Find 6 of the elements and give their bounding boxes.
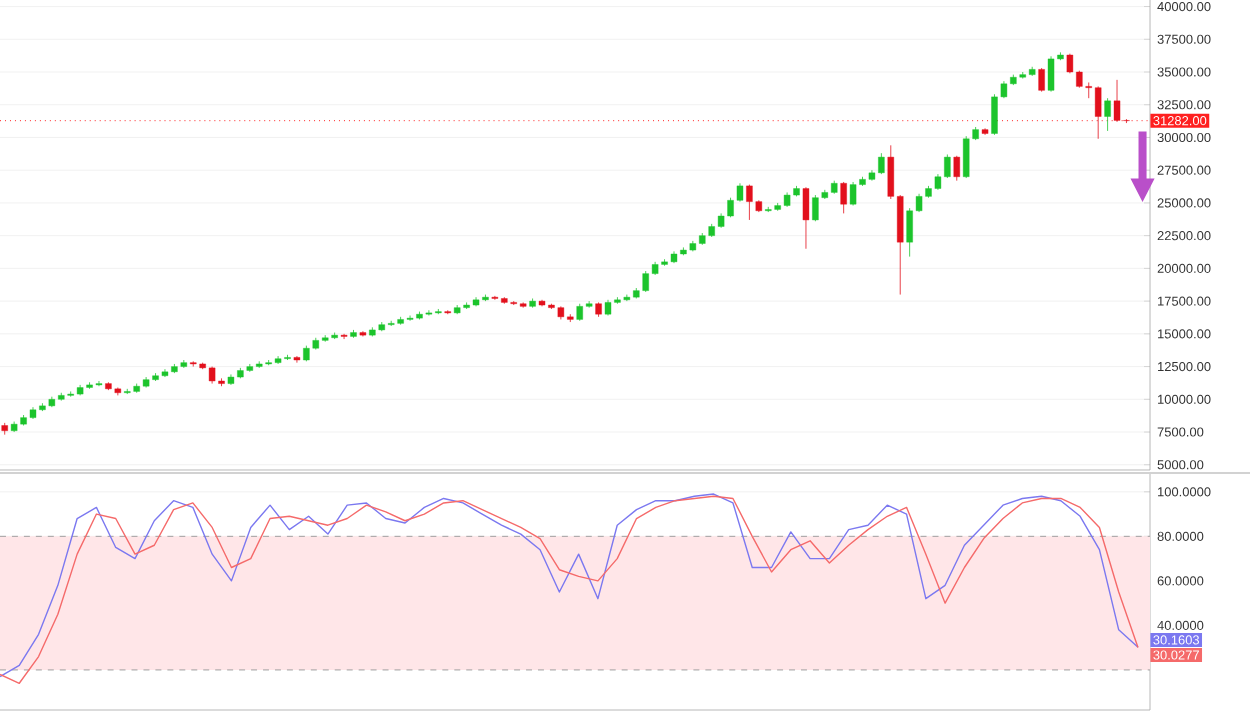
candlestick [340, 333, 348, 340]
candlestick [1104, 97, 1111, 132]
candlestick [840, 181, 847, 214]
candlestick [802, 186, 810, 250]
candlestick [1038, 67, 1045, 93]
candlestick [953, 155, 960, 182]
